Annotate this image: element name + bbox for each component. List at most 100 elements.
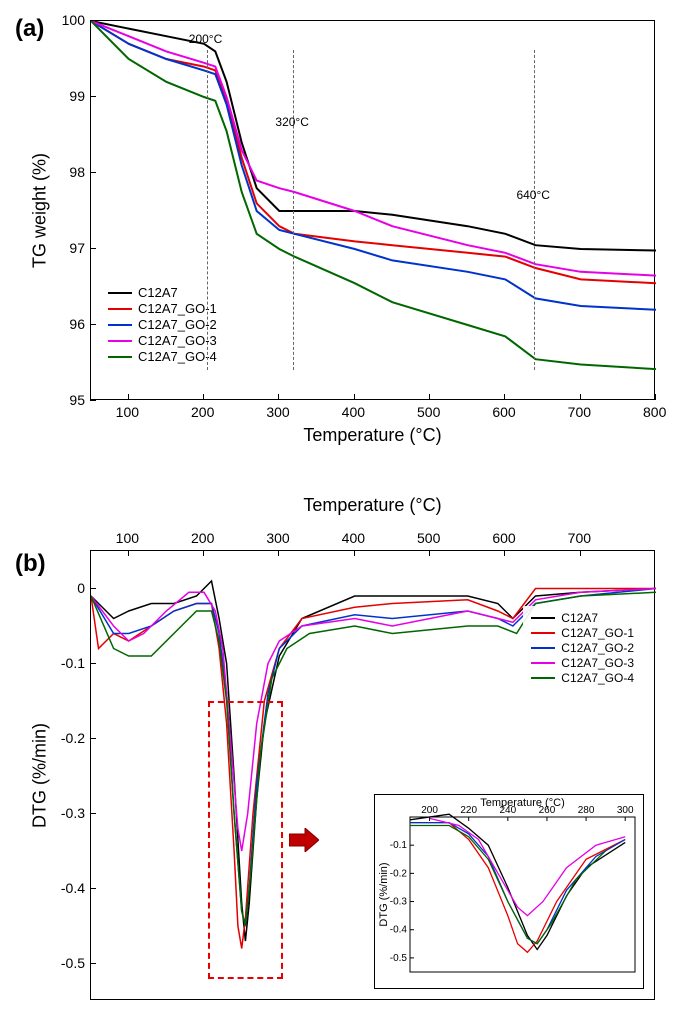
tick-mark [90,172,96,173]
tick-mark [655,394,656,400]
tick-label: 800 [643,404,666,420]
tick-label: 97 [55,240,85,256]
legend-line-icon [531,647,555,649]
tick-label: -0.3 [55,805,85,821]
legend-label: C12A7_GO-1 [138,301,217,316]
tick-mark [354,394,355,400]
svg-text:300: 300 [617,805,634,816]
tick-mark [504,394,505,400]
tick-label: 99 [55,88,85,104]
legend-line-icon [108,356,132,358]
tick-mark [278,394,279,400]
tick-mark [354,550,355,556]
legend-item: C12A7_GO-1 [108,301,217,316]
tick-mark [504,550,505,556]
legend-line-icon [108,340,132,342]
tick-mark [278,550,279,556]
panel-b-top-xlabel: Temperature (°C) [90,495,655,516]
tick-label: 200 [191,530,214,546]
tick-mark [128,394,129,400]
tick-mark [128,550,129,556]
tick-label: 400 [342,530,365,546]
legend-label: C12A7_GO-3 [138,333,217,348]
svg-text:220: 220 [460,805,477,816]
panel-b-label: (b) [15,550,46,578]
legend-item: C12A7_GO-1 [531,626,634,640]
tick-mark [429,394,430,400]
tick-mark [429,550,430,556]
legend-label: C12A7_GO-4 [138,349,217,364]
temp-annotation: 200°C [189,32,223,46]
tick-mark [203,394,204,400]
legend-line-icon [531,677,555,679]
tick-label: 700 [568,404,591,420]
panel-a-xlabel: Temperature (°C) [90,425,655,446]
svg-text:-0.4: -0.4 [390,925,408,936]
svg-text:DTG (%/min): DTG (%/min) [378,862,390,926]
inset-svg: 200220240260280300-0.5-0.4-0.3-0.2-0.1Te… [375,795,645,990]
legend-line-icon [108,308,132,310]
tick-label: 700 [568,530,591,546]
legend-item: C12A7_GO-3 [108,333,217,348]
svg-text:-0.2: -0.2 [390,868,408,879]
legend-item: C12A7 [108,285,217,300]
tick-label: 300 [266,530,289,546]
tick-label: 100 [55,12,85,28]
legend-label: C12A7_GO-4 [561,671,634,685]
legend-item: C12A7_GO-2 [108,317,217,332]
tick-label: 95 [55,392,85,408]
legend-item: C12A7_GO-2 [531,641,634,655]
tick-label: 400 [342,404,365,420]
tick-label: 100 [116,404,139,420]
svg-text:Temperature (°C): Temperature (°C) [480,797,564,809]
legend-line-icon [531,632,555,634]
tick-mark [90,813,96,814]
temp-annotation: 320°C [275,115,309,129]
tick-label: 96 [55,316,85,332]
tick-mark [90,963,96,964]
legend-line-icon [108,292,132,294]
tick-mark [203,550,204,556]
legend-line-icon [108,324,132,326]
tick-label: 0 [55,580,85,596]
tick-label: 98 [55,164,85,180]
plot-b-area: 200220240260280300-0.5-0.4-0.3-0.2-0.1Te… [90,550,655,1000]
reference-vline [534,50,535,370]
tick-mark [580,550,581,556]
legend-label: C12A7_GO-2 [561,641,634,655]
tick-label: -0.2 [55,730,85,746]
tick-label: 500 [417,530,440,546]
legend-item: C12A7 [531,611,634,625]
tick-mark [90,888,96,889]
legend-line-icon [531,662,555,664]
legend-label: C12A7_GO-2 [138,317,217,332]
panel-a-label: (a) [15,15,44,43]
panel-a-ylabel: TG weight (%) [30,151,51,271]
tick-mark [90,663,96,664]
tick-label: 300 [266,404,289,420]
svg-text:-0.1: -0.1 [390,840,408,851]
legend-item: C12A7_GO-4 [531,671,634,685]
tick-label: -0.5 [55,955,85,971]
tick-mark [90,20,96,21]
legend-item: C12A7_GO-4 [108,349,217,364]
tick-mark [90,588,96,589]
svg-text:200: 200 [421,805,438,816]
tick-label: 600 [492,530,515,546]
panel-b: (b) Temperature (°C) 200220240260280300-… [10,495,675,1015]
dashed-highlight-box [208,701,283,979]
tick-label: 200 [191,404,214,420]
panel-a: (a) TG weight (%) Temperature (°C) C12A7… [10,10,675,470]
legend-line-icon [531,617,555,619]
tick-mark [90,738,96,739]
legend-label: C12A7 [138,285,178,300]
tick-mark [90,248,96,249]
tick-label: 500 [417,404,440,420]
tick-mark [90,96,96,97]
temp-annotation: 640°C [516,188,550,202]
inset-arrow-icon [289,828,319,852]
tick-label: 100 [116,530,139,546]
tick-label: 600 [492,404,515,420]
legend-label: C12A7_GO-3 [561,656,634,670]
reference-vline [207,50,208,370]
